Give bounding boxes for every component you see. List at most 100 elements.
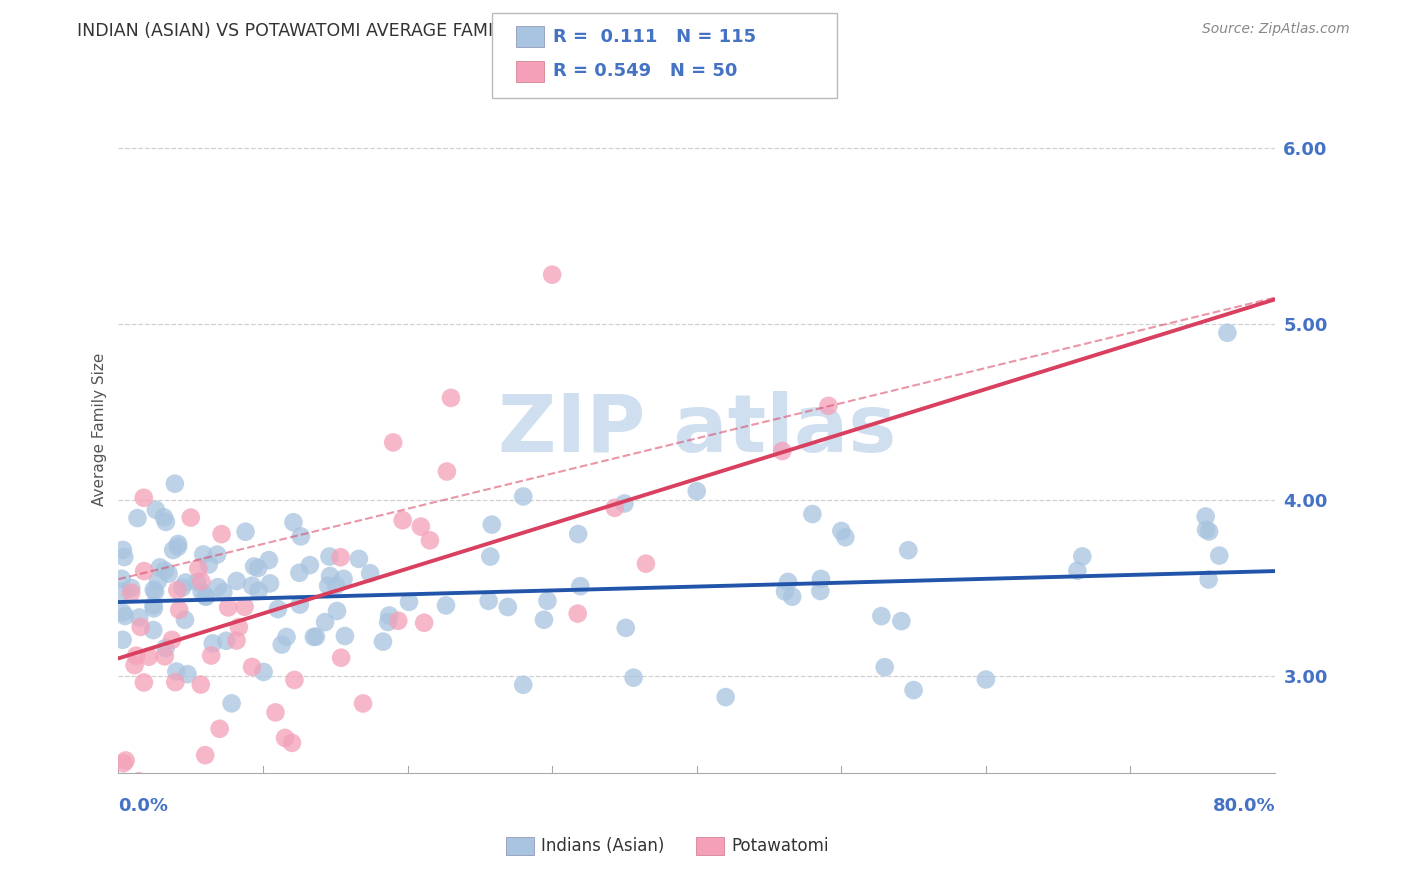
Point [512, 490, 534, 504]
Point [211, 527, 233, 541]
Point [257, 553, 280, 567]
Point [478, 594, 501, 608]
Point [125, 648, 148, 663]
Point [298, 558, 321, 573]
Point [830, 524, 852, 538]
Text: R =  0.111   N = 115: R = 0.111 N = 115 [553, 28, 755, 45]
Point [198, 558, 221, 572]
Point [128, 610, 150, 624]
Text: R = 0.549   N = 50: R = 0.549 N = 50 [553, 62, 737, 80]
Point [201, 636, 224, 650]
Point [567, 607, 589, 621]
Point [391, 513, 413, 527]
Point [167, 603, 190, 617]
Point [180, 510, 202, 524]
Point [1195, 509, 1218, 524]
Point [419, 533, 441, 548]
Text: INDIAN (ASIAN) VS POTAWATOMI AVERAGE FAMILY SIZE CORRELATION CHART: INDIAN (ASIAN) VS POTAWATOMI AVERAGE FAM… [77, 22, 749, 40]
Point [225, 633, 247, 648]
Point [1208, 549, 1230, 563]
Point [377, 615, 399, 629]
Point [281, 736, 304, 750]
Point [325, 579, 347, 593]
Point [155, 515, 177, 529]
Point [111, 542, 134, 557]
Point [142, 601, 165, 615]
Point [114, 754, 136, 768]
Point [264, 706, 287, 720]
Point [132, 491, 155, 505]
Point [162, 543, 184, 558]
Point [413, 615, 436, 630]
Point [1071, 549, 1094, 564]
Point [870, 609, 893, 624]
Point [613, 496, 636, 510]
Point [195, 590, 218, 604]
Point [329, 550, 352, 565]
Point [247, 584, 270, 599]
Y-axis label: Average Family Size: Average Family Size [93, 353, 107, 507]
Point [129, 620, 152, 634]
Point [387, 614, 409, 628]
Point [1216, 326, 1239, 340]
Point [974, 673, 997, 687]
Point [352, 697, 374, 711]
Point [143, 584, 166, 599]
Point [167, 540, 190, 554]
Point [326, 604, 349, 618]
Point [134, 564, 156, 578]
Point [333, 629, 356, 643]
Point [359, 566, 381, 581]
Point [481, 517, 503, 532]
Point [124, 658, 146, 673]
Point [200, 648, 222, 663]
Point [259, 576, 281, 591]
Point [166, 583, 188, 598]
Point [569, 579, 592, 593]
Point [288, 598, 311, 612]
Point [207, 580, 229, 594]
Point [332, 572, 354, 586]
Point [138, 649, 160, 664]
Point [215, 633, 238, 648]
Point [536, 594, 558, 608]
Point [614, 621, 637, 635]
Point [149, 560, 172, 574]
Point [276, 630, 298, 644]
Point [302, 630, 325, 644]
Point [330, 650, 353, 665]
Point [190, 584, 212, 599]
Point [153, 564, 176, 578]
Point [398, 595, 420, 609]
Point [801, 507, 824, 521]
Point [1198, 524, 1220, 539]
Point [603, 500, 626, 515]
Point [247, 561, 270, 575]
Point [111, 632, 134, 647]
Point [225, 574, 247, 588]
Point [128, 774, 150, 789]
Point [1066, 564, 1088, 578]
Text: Indians (Asian): Indians (Asian) [541, 837, 665, 855]
Point [903, 683, 925, 698]
Point [221, 697, 243, 711]
Point [773, 584, 796, 599]
Point [212, 585, 235, 599]
Point [187, 561, 209, 575]
Point [111, 584, 134, 599]
Point [240, 579, 263, 593]
Point [436, 465, 458, 479]
Text: ZIP atlas: ZIP atlas [498, 391, 896, 468]
Point [174, 575, 197, 590]
Point [240, 660, 263, 674]
Point [533, 613, 555, 627]
Point [283, 673, 305, 687]
Point [217, 600, 239, 615]
Point [205, 548, 228, 562]
Point [347, 552, 370, 566]
Point [267, 602, 290, 616]
Point [283, 515, 305, 529]
Point [319, 569, 342, 583]
Point [167, 537, 190, 551]
Point [193, 548, 215, 562]
